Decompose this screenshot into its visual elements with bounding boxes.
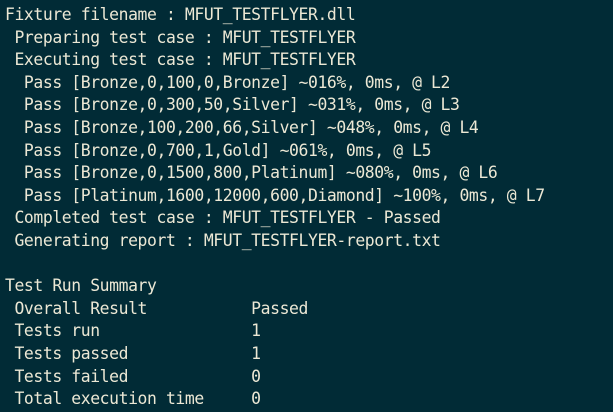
terminal-line-fixture-filename: Fixture filename : MFUT_TESTFLYER.dll	[5, 5, 356, 24]
summary-tests-failed: Tests failed 0	[5, 366, 261, 386]
terminal-line-pass-result: Pass [Bronze,0,100,0,Bronze] ~016%, 0ms,…	[5, 72, 450, 92]
terminal-line-generating-report: Generating report : MFUT_TESTFLYER-repor…	[5, 230, 441, 250]
summary-title: Test Run Summary	[5, 276, 157, 296]
terminal-line-preparing: Preparing test case : MFUT_TESTFLYER	[5, 27, 356, 47]
summary-tests-run: Tests run 1	[5, 321, 261, 341]
terminal-line-blank	[5, 253, 613, 276]
summary-tests-passed: Tests passed 1	[5, 343, 261, 363]
terminal-line-pass-result: Pass [Bronze,100,200,66,Silver] ~048%, 0…	[5, 117, 479, 137]
terminal-line-pass-result: Pass [Bronze,0,300,50,Silver] ~031%, 0ms…	[5, 95, 460, 115]
summary-total-execution-time: Total execution time 0	[5, 389, 261, 409]
terminal-line-pass-result: Pass [Platinum,1600,12000,600,Diamond] ~…	[5, 185, 545, 205]
terminal-line-completed: Completed test case : MFUT_TESTFLYER - P…	[5, 208, 441, 228]
summary-overall-result: Overall Result Passed	[5, 298, 308, 318]
terminal-line-executing: Executing test case : MFUT_TESTFLYER	[5, 50, 356, 70]
terminal-line-pass-result: Pass [Bronze,0,1500,800,Platinum] ~080%,…	[5, 163, 498, 183]
terminal-line-pass-result: Pass [Bronze,0,700,1,Gold] ~061%, 0ms, @…	[5, 140, 432, 160]
